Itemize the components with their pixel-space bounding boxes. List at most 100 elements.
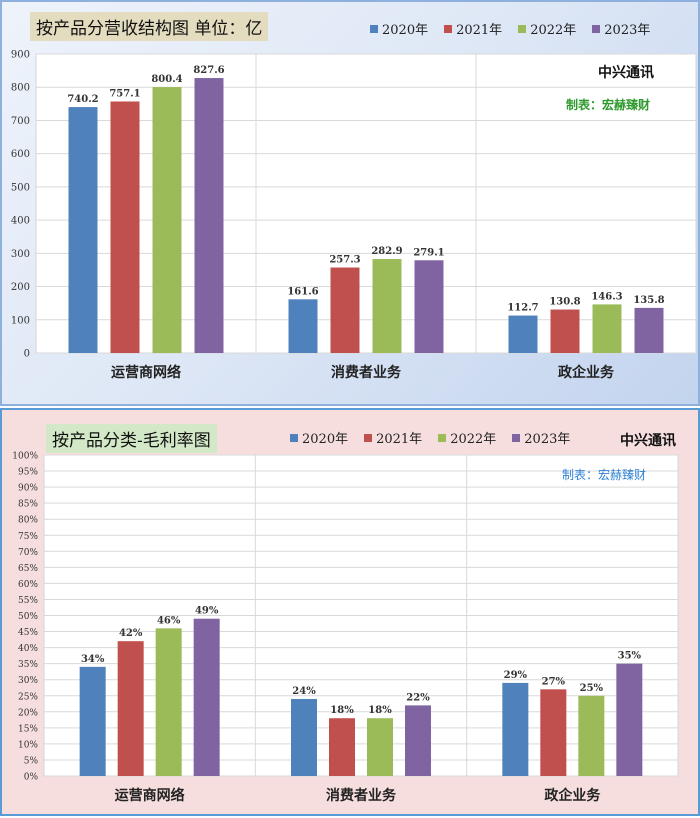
y-tick-label: 700: [11, 116, 30, 127]
data-label: 35%: [618, 651, 642, 662]
x-category-label: 政企业务: [558, 364, 615, 381]
legend-label: 2022年: [530, 23, 577, 38]
margin-chart-panel: 按产品分类-毛利率图 2020年 2021年 2022年 2023年 0% 5% 1…: [0, 408, 700, 816]
y-tick-label: 600: [11, 149, 30, 160]
bar: [110, 101, 140, 354]
bar: [616, 663, 643, 776]
y-tick-label: 60%: [18, 580, 38, 590]
x-category-label: 运营商网络: [111, 364, 181, 381]
legend-label: 2020年: [302, 432, 349, 447]
y-tick-label: 95%: [18, 468, 38, 478]
legend-item-2020: 2020年: [290, 428, 348, 447]
y-tick-label: 800: [11, 83, 30, 94]
company-name: 中兴通讯: [620, 433, 676, 449]
y-tick-label: 40%: [18, 644, 38, 654]
y-tick-label: 55%: [18, 596, 38, 606]
bar: [329, 718, 355, 776]
data-label: 161.6: [287, 286, 318, 297]
y-tick-label: 35%: [18, 660, 38, 670]
bar: [288, 299, 318, 353]
bar: [194, 78, 224, 353]
margin-legend: 2020年 2021年 2022年 2023年: [290, 428, 570, 447]
data-label: 22%: [406, 692, 430, 703]
y-tick-label: 0: [24, 349, 30, 360]
revenue-bar-chart: 0 100 200 300 400 500 600 700 800 900 运营商网络 消费者业务 政企…: [11, 50, 697, 381]
bar: [508, 315, 538, 353]
y-tick-label: 45%: [18, 628, 38, 638]
bar: [634, 307, 664, 353]
bar: [414, 260, 444, 353]
y-tick-label: 200: [11, 282, 30, 293]
plot-area: [35, 53, 697, 354]
revenue-legend: 2020年 2021年 2022年 2023年: [370, 19, 650, 38]
legend-item-2020: 2020年: [370, 19, 428, 38]
data-label: 42%: [119, 628, 143, 639]
bar: [502, 682, 529, 776]
legend-label: 2023年: [524, 432, 571, 447]
margin-chart-title: 按产品分类-毛利率图: [46, 424, 217, 453]
legend-label: 2022年: [450, 432, 497, 447]
x-category-label: 消费者业务: [326, 787, 397, 804]
y-tick-label: 100%: [12, 452, 38, 462]
bar: [155, 628, 182, 776]
data-label: 49%: [195, 606, 219, 617]
bar: [550, 309, 580, 353]
revenue-chart-title: 按产品分营收结构图 单位：亿: [30, 12, 269, 41]
y-tick-label: 100: [11, 315, 30, 326]
data-label: 112.7: [507, 303, 538, 314]
data-label: 18%: [368, 705, 392, 716]
legend-label: 2021年: [376, 432, 423, 447]
y-tick-label: 500: [11, 182, 30, 193]
y-tick-label: 10%: [18, 740, 38, 750]
revenue-chart-panel: 按产品分营收结构图 单位：亿 2020年 2021年 2022年 2023年 0…: [0, 0, 700, 406]
y-tick-label: 0%: [24, 773, 39, 783]
chart-credit: 制表：宏赫臻财: [566, 98, 651, 112]
data-label: 757.1: [109, 88, 140, 99]
legend-item-2023: 2023年: [592, 19, 650, 38]
data-label: 279.1: [413, 247, 444, 258]
legend-label: 2021年: [456, 23, 503, 38]
y-tick-label: 900: [11, 50, 30, 61]
chart-credit: 制表：宏赫臻财: [562, 468, 647, 482]
data-label: 257.3: [329, 255, 360, 266]
data-label: 130.8: [549, 297, 580, 308]
data-label: 827.6: [193, 65, 224, 76]
data-label: 18%: [330, 705, 354, 716]
y-tick-label: 15%: [18, 724, 38, 734]
legend-swatch: [290, 433, 298, 442]
x-category-label: 运营商网络: [115, 787, 185, 804]
legend-item-2021: 2021年: [444, 19, 502, 38]
y-tick-label: 65%: [18, 564, 38, 574]
legend-swatch: [512, 433, 521, 442]
legend-label: 2023年: [604, 23, 651, 38]
legend-swatch: [518, 24, 527, 33]
bar: [117, 641, 144, 776]
y-tick-label: 70%: [18, 548, 38, 558]
data-label: 46%: [157, 615, 181, 626]
margin-bar-chart: 0% 5% 10% 15% 20% 25% 30% 35% 40% 45% 50% 55% 60% 65%…: [12, 452, 679, 804]
data-label: 29%: [504, 670, 528, 681]
data-label: 24%: [292, 686, 316, 697]
legend-item-2022: 2022年: [438, 428, 496, 447]
y-tick-label: 20%: [18, 708, 38, 718]
y-tick-label: 5%: [24, 756, 39, 766]
y-tick-label: 85%: [18, 500, 38, 510]
data-label: 135.8: [633, 295, 664, 306]
x-category-label: 消费者业务: [331, 364, 402, 381]
legend-item-2022: 2022年: [518, 19, 576, 38]
legend-swatch: [370, 24, 378, 33]
data-label: 800.4: [151, 74, 182, 85]
bar: [193, 618, 220, 776]
data-label: 34%: [81, 654, 105, 665]
bar: [152, 87, 182, 354]
bar: [405, 705, 431, 776]
bar: [540, 689, 567, 776]
y-tick-label: 400: [11, 216, 30, 227]
legend-swatch: [438, 433, 447, 442]
y-tick-label: 25%: [18, 692, 38, 702]
legend-swatch: [444, 24, 453, 33]
y-tick-label: 30%: [18, 676, 38, 686]
bar: [578, 695, 605, 776]
bar: [330, 267, 360, 353]
legend-label: 2020年: [382, 23, 429, 38]
